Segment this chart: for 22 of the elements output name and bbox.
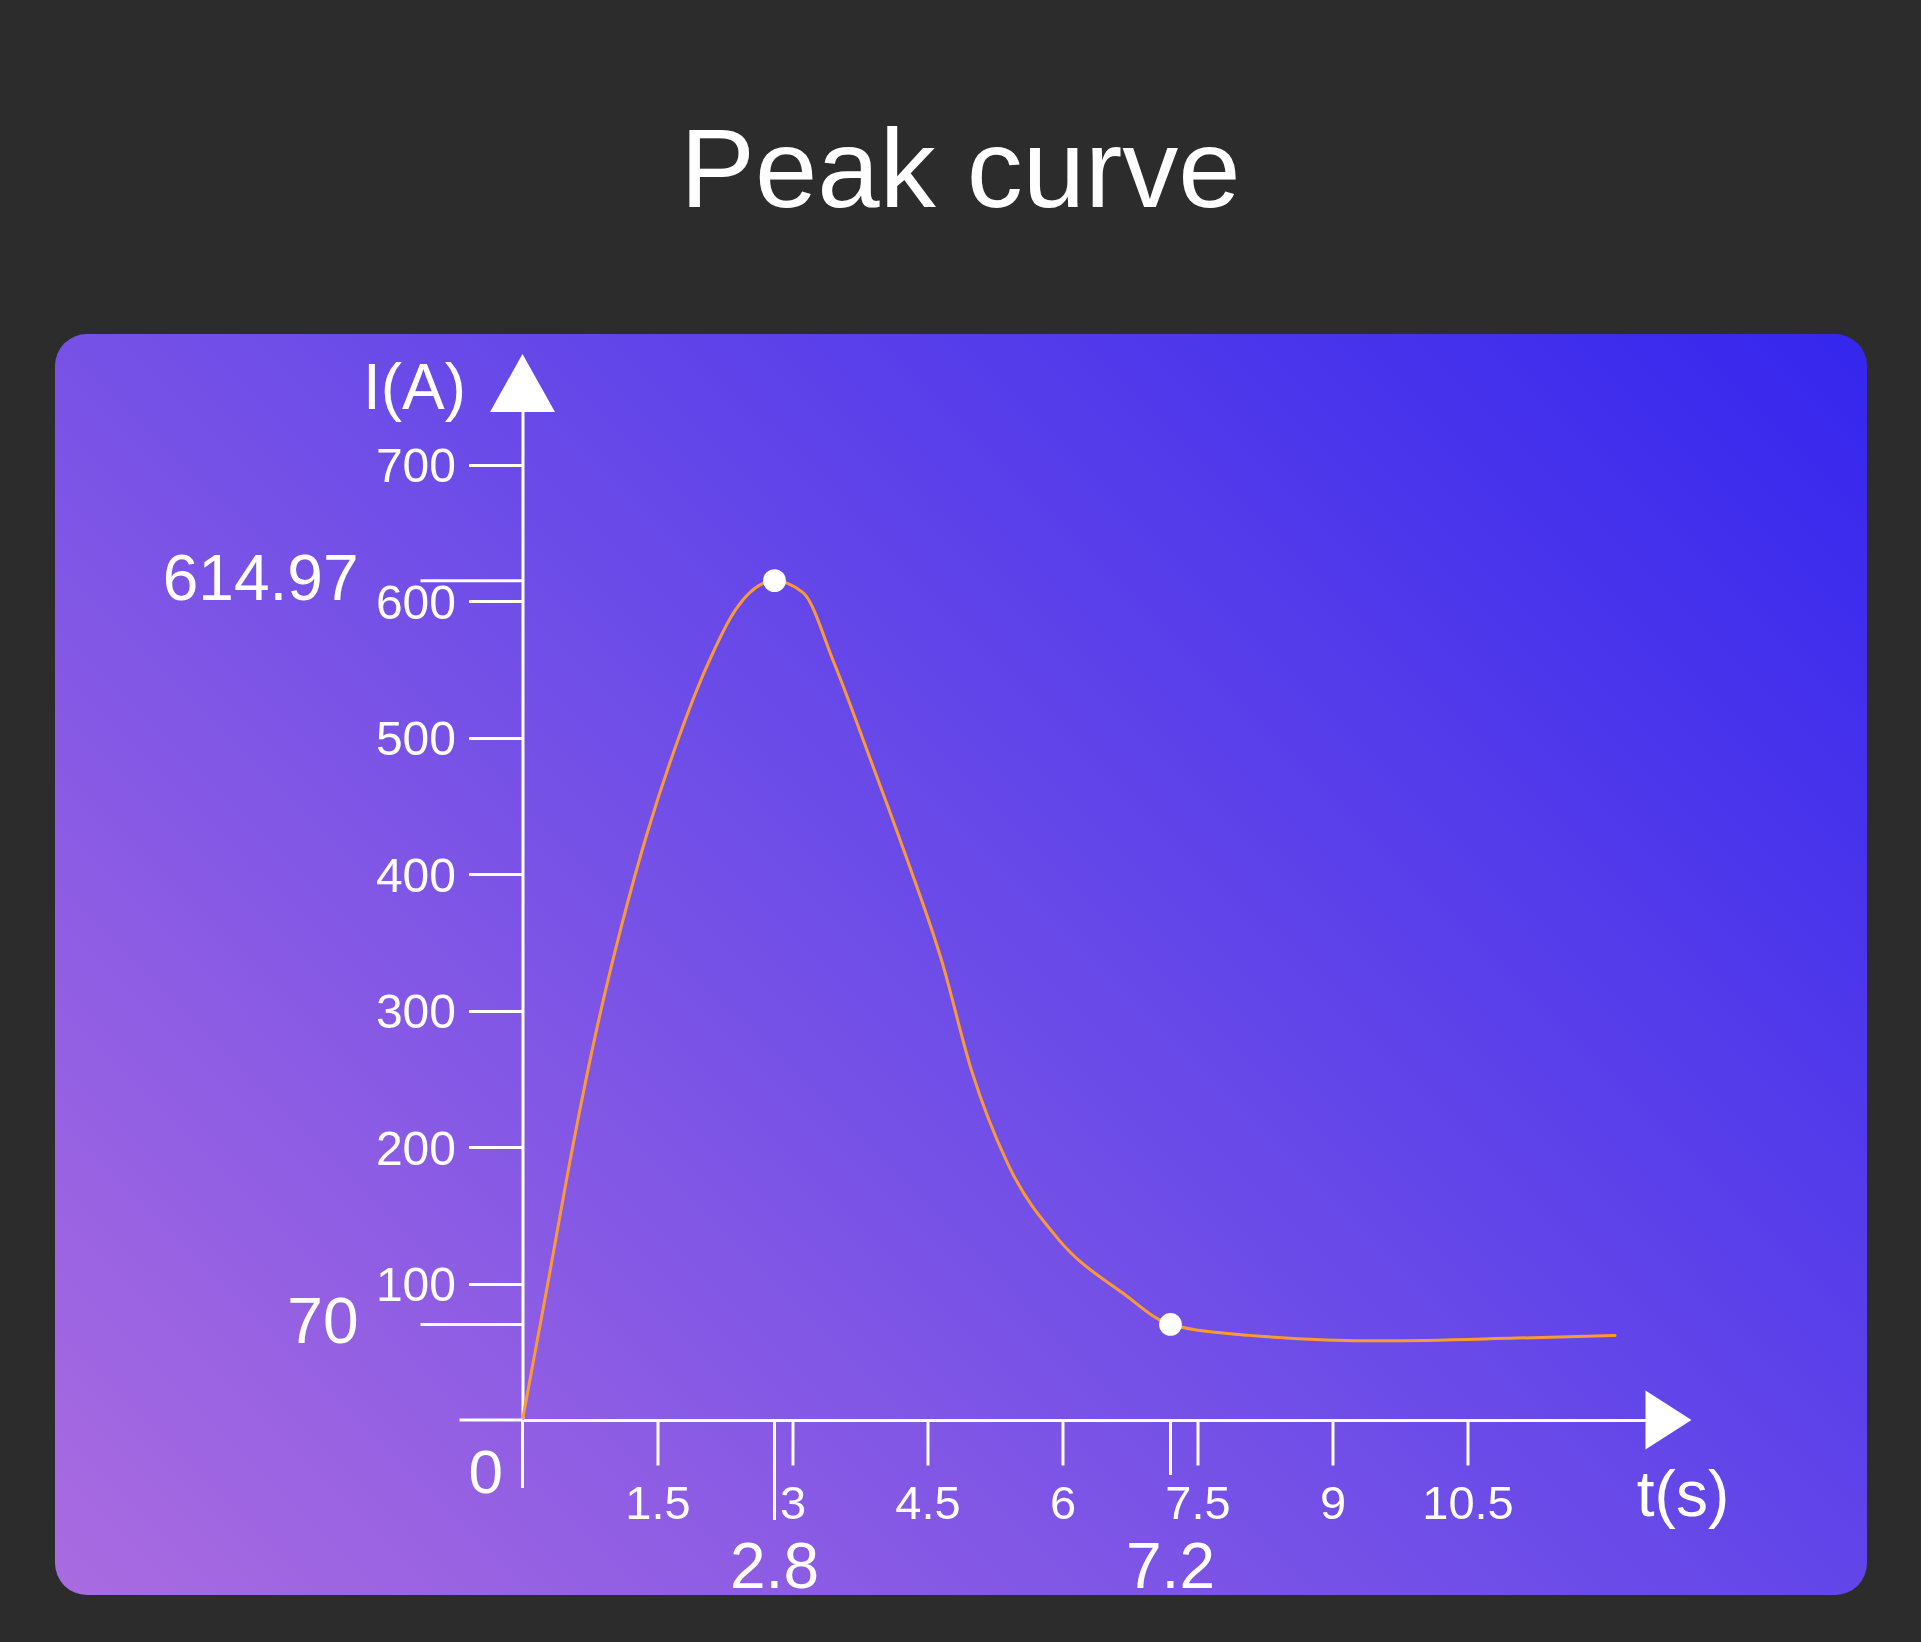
x-tick-label: 1.5	[625, 1475, 691, 1529]
y-tick-label: 700	[375, 439, 456, 493]
y-axis-title: I(A)	[362, 350, 466, 423]
chart-title: Peak curve	[680, 106, 1241, 231]
x-tick-label: 7.5	[1165, 1475, 1231, 1529]
ref-line-label: 614.97	[162, 541, 359, 614]
x-tick-label: 4.5	[895, 1475, 961, 1529]
y-tick-label: 200	[375, 1121, 456, 1175]
y-tick-label: 500	[375, 712, 456, 766]
x-tick-label: 10.5	[1422, 1475, 1514, 1529]
y-tick-label: 100	[375, 1258, 456, 1312]
y-tick-label: 400	[375, 848, 456, 902]
x-axis-title: t(s)	[1636, 1457, 1730, 1530]
annotation: 0	[468, 1436, 503, 1506]
ref-line-label: 70	[287, 1285, 359, 1358]
y-tick-label: 300	[375, 985, 456, 1039]
ref-line-label: 7.2	[1126, 1530, 1215, 1602]
x-tick-label: 6	[1049, 1475, 1077, 1529]
x-tick-label: 3	[779, 1475, 807, 1529]
x-tick-label: 9	[1319, 1475, 1347, 1529]
ref-line-label: 2.8	[730, 1530, 819, 1602]
y-tick-label: 600	[375, 575, 456, 629]
